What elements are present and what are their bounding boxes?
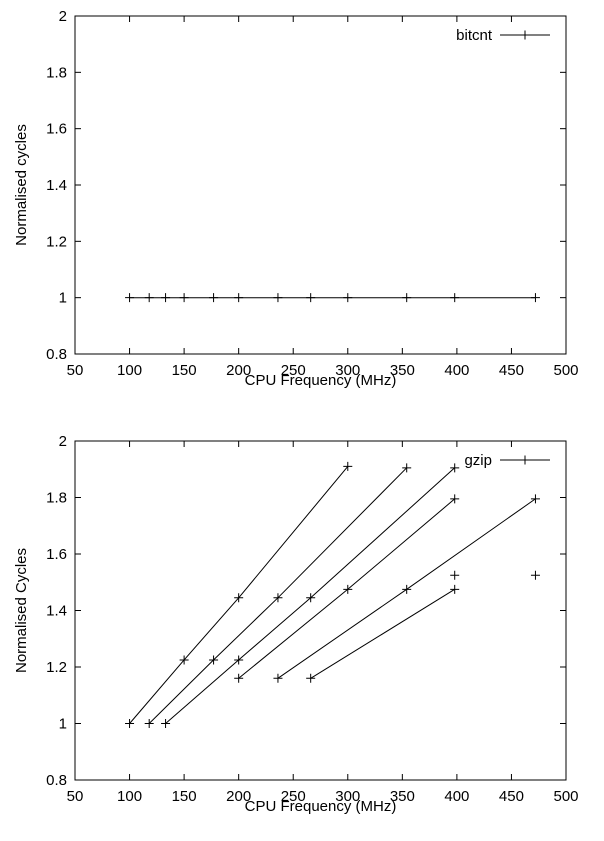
data-point: [450, 463, 460, 473]
y-tick-label: 1.8: [46, 490, 67, 507]
y-tick-label: 1.2: [46, 659, 67, 676]
data-point: [450, 494, 460, 504]
y-tick-label: 1.6: [46, 121, 67, 138]
x-tick-label: 400: [444, 362, 469, 379]
y-tick-label: 1: [59, 290, 67, 307]
data-point: [306, 293, 316, 303]
data-point: [273, 593, 283, 603]
y-axis-label: Normalised cycles: [13, 124, 30, 246]
y-tick-label: 2: [59, 433, 67, 450]
y-axis-label: Normalised Cycles: [13, 548, 30, 673]
data-point: [530, 293, 540, 303]
data-point: [273, 293, 283, 303]
data-point: [450, 584, 460, 594]
x-tick-label: 250: [281, 788, 306, 805]
x-tick-label: 350: [390, 362, 415, 379]
x-tick-label: 400: [444, 788, 469, 805]
data-point: [450, 570, 460, 580]
data-point: [450, 293, 460, 303]
data-point: [144, 719, 154, 728]
legend-marker: [520, 30, 530, 40]
y-tick-label: 1.8: [46, 64, 67, 81]
y-tick-label: 2: [59, 8, 67, 25]
data-point: [209, 655, 219, 665]
data-point: [125, 293, 135, 303]
series-line: [129, 466, 349, 724]
x-axis-label: CPU Frequency (MHz): [245, 798, 397, 815]
x-axis-label: CPU Frequency (MHz): [245, 372, 397, 389]
plot-frame: [74, 440, 567, 781]
y-tick-label: 0.8: [46, 772, 67, 789]
y-tick-label: 1: [59, 716, 67, 733]
data-point: [234, 673, 244, 683]
data-point: [125, 719, 135, 728]
legend-marker: [520, 455, 530, 465]
y-tick-label: 1.4: [46, 177, 67, 194]
plot-frame: [74, 15, 567, 355]
legend-label: gzip: [464, 452, 492, 469]
data-point: [402, 463, 412, 473]
data-point: [179, 293, 189, 303]
data-point: [306, 593, 316, 603]
series-line: [165, 467, 456, 724]
data-point: [343, 293, 353, 303]
x-tick-label: 500: [553, 362, 578, 379]
data-point: [402, 293, 412, 303]
data-point: [530, 494, 540, 504]
chart-gzip: 50 100 150 200 250 300 350 400 450 500 0.8 1 1.2 1.4 1…: [13, 433, 579, 815]
data-point: [343, 584, 353, 594]
x-tick-label: 200: [226, 362, 251, 379]
x-tick-label: 450: [499, 362, 524, 379]
x-tick-label: 250: [281, 362, 306, 379]
data-point: [306, 673, 316, 683]
chart-bitcnt: 50 100 150 200 250 300 350 400 450 500 0.8 1 1.2 1.4 1…: [13, 8, 579, 389]
data-point: [234, 293, 244, 303]
x-tick-label: 200: [226, 788, 251, 805]
legend-label: bitcnt: [456, 27, 493, 44]
data-point: [161, 293, 171, 303]
x-tick-label: 150: [172, 362, 197, 379]
data-point: [402, 584, 412, 594]
x-tick-label: 150: [172, 788, 197, 805]
data-point: [209, 293, 219, 303]
x-tick-label: 100: [117, 788, 142, 805]
y-tick-label: 1.2: [46, 233, 67, 250]
x-tick-label: 300: [335, 362, 360, 379]
series-line: [148, 467, 408, 724]
series-line: [310, 588, 455, 679]
x-tick-label: 500: [553, 788, 578, 805]
y-tick-label: 1.6: [46, 546, 67, 563]
x-tick-label: 100: [117, 362, 142, 379]
data-point: [273, 673, 283, 683]
x-tick-label: 450: [499, 788, 524, 805]
x-tick-label: 350: [390, 788, 415, 805]
data-point: [530, 570, 540, 580]
y-tick-label: 0.8: [46, 346, 67, 363]
data-point: [161, 719, 171, 728]
data-point: [234, 593, 244, 603]
data-point: [234, 655, 244, 665]
x-tick-label: 50: [67, 788, 84, 805]
x-tick-label: 50: [67, 362, 84, 379]
x-tick-label: 300: [335, 788, 360, 805]
y-tick-label: 1.4: [46, 603, 67, 620]
data-point: [179, 655, 189, 665]
series-line: [238, 498, 456, 679]
data-point: [144, 293, 154, 303]
data-point: [343, 461, 353, 471]
